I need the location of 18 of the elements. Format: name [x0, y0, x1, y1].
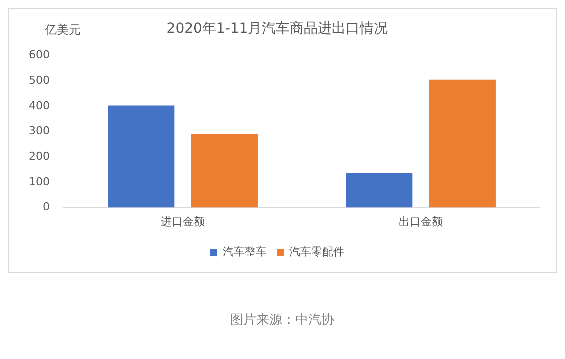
bar: [108, 106, 175, 208]
legend-label: 汽车零配件: [290, 245, 344, 258]
y-tick-label: 500: [28, 74, 50, 87]
y-tick-label: 300: [28, 124, 50, 138]
y-tick-label: 600: [28, 48, 50, 62]
bar: [191, 134, 258, 208]
text: 图片来源：中汽协: [230, 312, 336, 329]
chart-title: 2020年1-11月汽车商品进出口情况: [166, 21, 388, 38]
y-axis-title: 亿美元: [44, 23, 81, 38]
y-tick-label: 0: [42, 200, 50, 214]
x-tick-label: 进口金额: [160, 215, 205, 228]
bar: [346, 173, 413, 208]
x-tick-label: 出口金额: [399, 215, 443, 228]
y-tick-label: 200: [28, 150, 50, 163]
legend-label: 汽车整车: [223, 245, 267, 258]
bar: [429, 80, 496, 208]
y-tick-label: 400: [28, 99, 50, 112]
y-tick-label: 100: [28, 175, 50, 188]
